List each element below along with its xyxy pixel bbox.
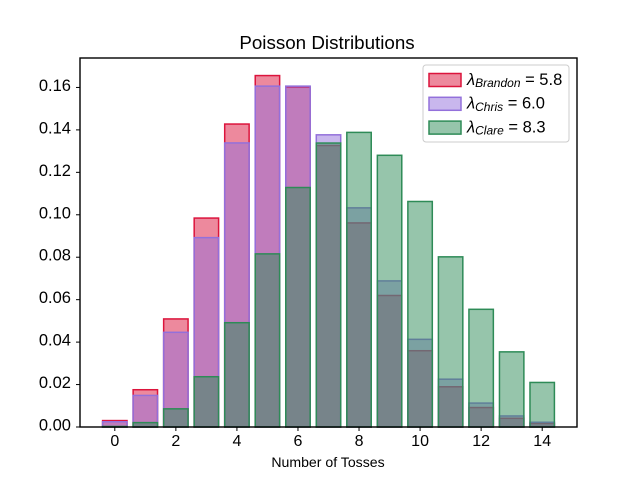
svg-text:0.16: 0.16 — [39, 77, 71, 95]
svg-text:0.06: 0.06 — [39, 289, 71, 307]
svg-text:2: 2 — [171, 433, 180, 450]
svg-text:10: 10 — [411, 433, 429, 450]
svg-text:14: 14 — [533, 433, 551, 450]
svg-text:0.14: 0.14 — [39, 119, 71, 137]
svg-text:Poisson Distributions: Poisson Distributions — [239, 32, 414, 53]
svg-text:0.02: 0.02 — [39, 374, 71, 392]
svg-text:Number of Tosses: Number of Tosses — [271, 454, 384, 470]
svg-text:0.04: 0.04 — [39, 332, 71, 350]
svg-text:6: 6 — [294, 433, 303, 450]
svg-text:0.00: 0.00 — [39, 417, 71, 435]
svg-text:12: 12 — [472, 433, 490, 450]
svg-text:0.10: 0.10 — [39, 204, 71, 222]
svg-text:4: 4 — [232, 433, 241, 450]
svg-text:0.08: 0.08 — [39, 247, 71, 265]
svg-text:0: 0 — [110, 433, 119, 450]
svg-text:0.12: 0.12 — [39, 162, 71, 180]
svg-text:8: 8 — [355, 433, 364, 450]
